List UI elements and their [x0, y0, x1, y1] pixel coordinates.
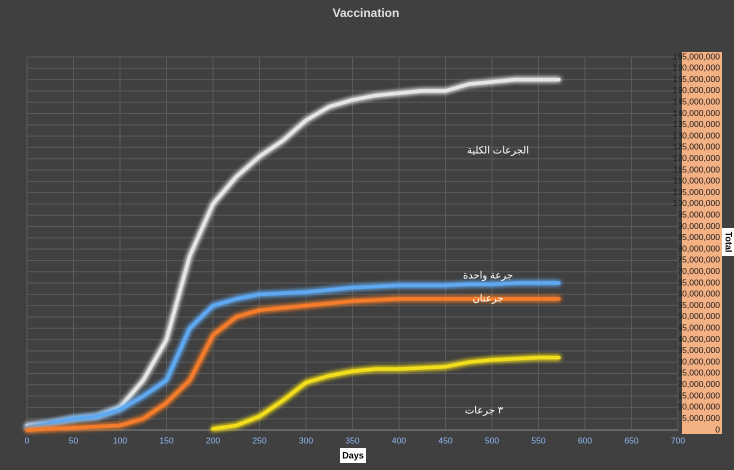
y-tick-label: 120,000,000: [673, 153, 721, 163]
x-tick-label: 550: [531, 435, 545, 445]
y-tick-label: 160,000,000: [673, 63, 721, 73]
series-label: جرعة واحدة: [463, 271, 513, 282]
y-tick-label: 5,000,000: [682, 413, 720, 423]
y-tick-label: 145,000,000: [673, 96, 721, 106]
x-tick-label: 600: [578, 435, 592, 445]
y-tick-label: 90,000,000: [677, 221, 720, 231]
x-tick-label: 400: [392, 435, 406, 445]
y-tick-label: 150,000,000: [673, 85, 721, 95]
y-axis-label: Total: [724, 232, 734, 253]
series-label: الجرعات الكلية: [467, 146, 529, 157]
y-label-box: [722, 228, 734, 256]
y-tick-label: 55,000,000: [677, 300, 720, 310]
x-tick-label: 700: [671, 435, 685, 445]
x-tick-label: 100: [113, 435, 127, 445]
y-tick-label: 65,000,000: [677, 277, 720, 287]
y-tick-label: 130,000,000: [673, 130, 721, 140]
y-tick-label: 70,000,000: [677, 266, 720, 276]
y-tick-label: 110,000,000: [673, 176, 720, 186]
x-tick-label: 200: [206, 435, 220, 445]
y-tick-label: 100,000,000: [673, 198, 721, 208]
y-tick-label: 60,000,000: [677, 289, 720, 299]
y-tick-label: 105,000,000: [673, 187, 721, 197]
series-label: ٣ جرعات: [465, 406, 504, 417]
series-label: جرعتان: [472, 294, 503, 305]
series-line: [25, 77, 561, 428]
y-tick-label: 40,000,000: [677, 334, 720, 344]
y-tick-label: 45,000,000: [677, 323, 720, 333]
y-tick-label: 115,000,000: [673, 164, 720, 174]
x-tick-label: 300: [299, 435, 313, 445]
x-tick-label: 450: [438, 435, 452, 445]
series-line: [25, 281, 561, 430]
y-tick-label: 125,000,000: [673, 142, 721, 152]
x-tick-label: 500: [485, 435, 499, 445]
y-tick-label: 155,000,000: [673, 74, 721, 84]
y-tick-label: 85,000,000: [677, 232, 720, 242]
x-tick-label: 650: [624, 435, 638, 445]
y-tick-label: 165,000,000: [673, 51, 721, 61]
x-tick-label: 350: [345, 435, 359, 445]
x-label-box: [340, 448, 366, 463]
y-tick-label: 35,000,000: [677, 345, 720, 355]
y-tick-label: 50,000,000: [677, 311, 720, 321]
y-tick-label: 15,000,000: [677, 390, 720, 400]
y-tick-label: 75,000,000: [677, 255, 720, 265]
y-tick-label: 25,000,000: [677, 368, 720, 378]
y-tick-label: 135,000,000: [673, 119, 721, 129]
y-tick-label: 80,000,000: [677, 243, 720, 253]
series-line: [25, 297, 561, 432]
y-tick-label: 95,000,000: [677, 209, 720, 219]
x-axis-label: Days: [342, 450, 364, 460]
series-line: [211, 355, 561, 431]
x-tick-label: 250: [252, 435, 266, 445]
y-tick-label: 30,000,000: [677, 356, 720, 366]
chart-title: Vaccination: [333, 6, 400, 20]
x-tick-label: 50: [69, 435, 79, 445]
y-tick-label: 140,000,000: [673, 108, 721, 118]
y-tick-label: 0: [715, 424, 720, 434]
y-tick-label: 10,000,000: [677, 402, 720, 412]
y-axis-band: [682, 52, 722, 434]
x-tick-label: 0: [25, 435, 30, 445]
y-tick-label: 20,000,000: [677, 379, 720, 389]
x-tick-label: 150: [159, 435, 173, 445]
